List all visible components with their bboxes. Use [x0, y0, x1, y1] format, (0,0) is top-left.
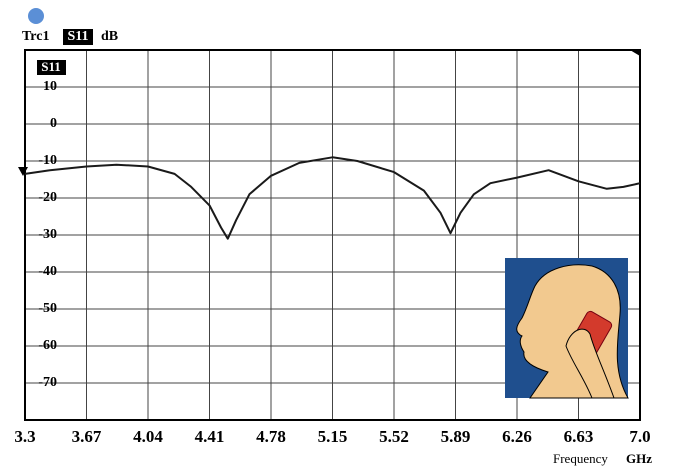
- y-tick-label: -60: [38, 338, 57, 353]
- x-tick-label: 5.89: [441, 427, 471, 446]
- x-tick-label: 5.52: [379, 427, 409, 446]
- marker-label: S11: [41, 59, 61, 74]
- x-tick-label: 6.63: [564, 427, 594, 446]
- y-tick-label: -10: [38, 153, 57, 168]
- y-tick-label: -50: [38, 301, 57, 316]
- x-tick-label: 4.04: [133, 427, 163, 446]
- x-tick-label: 3.3: [14, 427, 35, 446]
- x-tick-label: 4.41: [195, 427, 225, 446]
- x-tick-label: 4.78: [256, 427, 286, 446]
- y-tick-label: -30: [38, 227, 57, 242]
- y-tick-label: -40: [38, 264, 57, 279]
- chart: Trc1 S11 dB S11 Frequency GHz 3.3 3.67 4.0…: [0, 0, 673, 470]
- x-tick-label: 7.0: [629, 427, 650, 446]
- y-tick-label: -70: [38, 375, 57, 390]
- y-tick-label: -20: [38, 190, 57, 205]
- x-axis-unit: GHz: [626, 451, 652, 466]
- y-tick-label: 0: [50, 116, 57, 131]
- x-tick-label: 5.15: [318, 427, 348, 446]
- y-tick-label: 10: [43, 79, 57, 94]
- phone-illustration: [505, 258, 628, 398]
- trace-param: S11: [67, 29, 88, 44]
- x-axis-label: Frequency: [553, 451, 608, 466]
- logo: [28, 8, 44, 24]
- unit-label: dB: [101, 29, 118, 44]
- x-tick-label: 3.67: [72, 427, 102, 446]
- x-tick-label: 6.26: [502, 427, 532, 446]
- trace-label: Trc1: [22, 29, 49, 44]
- page: {"chart_data": {"type": "line", "trace":…: [0, 0, 673, 470]
